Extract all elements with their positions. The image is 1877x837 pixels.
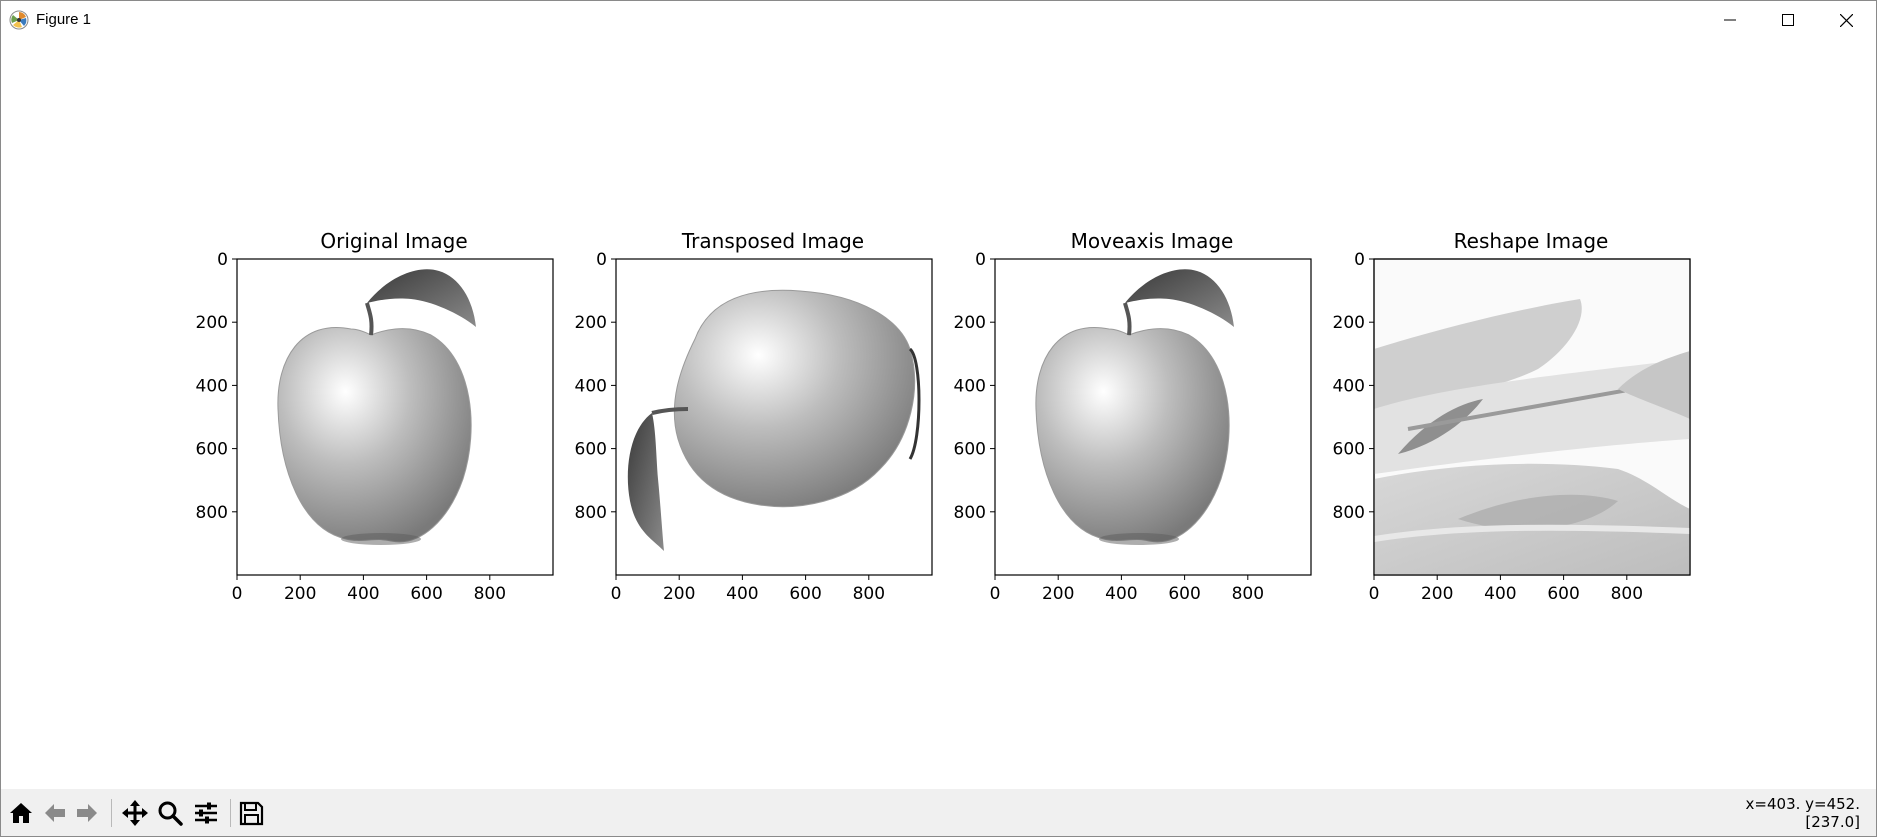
y-tick-label: 600: [1333, 440, 1365, 460]
toolbar-separator: [111, 799, 112, 827]
y-tick-label: 600: [196, 440, 228, 460]
x-tick-label: 200: [663, 584, 695, 604]
x-tick-label: 200: [1421, 584, 1453, 604]
x-tick-label: 400: [347, 584, 379, 604]
y-axis-reshape: 0 200 400 600 800: [1333, 250, 1374, 523]
home-button[interactable]: [5, 797, 37, 829]
y-tick-label: 0: [1354, 250, 1365, 270]
x-axis-transposed: 0 200 400 600 800: [611, 575, 885, 604]
y-tick-label: 0: [596, 250, 607, 270]
configure-subplots-button[interactable]: [190, 797, 222, 829]
x-tick-label: 800: [474, 584, 506, 604]
panel-original: 0 200 400 600 800 0 200 400 600 800: [181, 239, 571, 639]
panel-transposed: 0 200 400 600 800 0 200 400 600 800: [560, 239, 950, 639]
maximize-button[interactable]: [1759, 1, 1817, 39]
navigation-toolbar: x=403. y=452. [237.0]: [1, 789, 1876, 836]
y-tick-label: 0: [975, 250, 986, 270]
y-tick-label: 600: [954, 440, 986, 460]
y-tick-label: 200: [196, 313, 228, 333]
x-tick-label: 800: [1232, 584, 1264, 604]
x-tick-label: 600: [410, 584, 442, 604]
y-tick-label: 400: [1333, 376, 1365, 396]
x-tick-label: 400: [726, 584, 758, 604]
y-tick-label: 200: [575, 313, 607, 333]
y-axis-transposed: 0 200 400 600 800: [575, 250, 616, 523]
x-tick-label: 200: [1042, 584, 1074, 604]
y-tick-label: 800: [954, 503, 986, 523]
y-tick-label: 800: [1333, 503, 1365, 523]
x-tick-label: 0: [990, 584, 1001, 604]
x-tick-label: 0: [1369, 584, 1380, 604]
x-axis-reshape: 0 200 400 600 800: [1369, 575, 1643, 604]
x-tick-label: 400: [1105, 584, 1137, 604]
x-tick-label: 800: [1611, 584, 1643, 604]
y-tick-label: 800: [575, 503, 607, 523]
zoom-icon: [157, 800, 183, 826]
y-tick-label: 0: [217, 250, 228, 270]
cursor-value-text: [237.0]: [1746, 813, 1860, 831]
close-icon: [1840, 14, 1853, 27]
x-tick-label: 0: [611, 584, 622, 604]
y-tick-label: 800: [196, 503, 228, 523]
y-axis-original: 0 200 400 600 800: [196, 250, 237, 523]
x-tick-label: 600: [1547, 584, 1579, 604]
x-tick-label: 600: [1168, 584, 1200, 604]
home-icon: [8, 800, 34, 826]
toolbar-separator: [230, 799, 231, 827]
y-tick-label: 400: [954, 376, 986, 396]
panel-reshape: 0 200 400 600 800 0 200 400 600 800: [1318, 239, 1708, 639]
x-tick-label: 800: [853, 584, 885, 604]
figure-canvas[interactable]: Original Image 0 200 400 600 80: [1, 39, 1876, 789]
x-tick-label: 0: [232, 584, 243, 604]
y-axis-moveaxis: 0 200 400 600 800: [954, 250, 995, 523]
pan-button[interactable]: [119, 797, 151, 829]
matplotlib-logo-icon: [9, 10, 29, 30]
window-title: Figure 1: [36, 11, 91, 28]
forward-icon: [74, 800, 100, 826]
x-axis-moveaxis: 0 200 400 600 800: [990, 575, 1264, 604]
save-icon: [238, 800, 264, 826]
y-tick-label: 400: [575, 376, 607, 396]
save-button[interactable]: [235, 797, 267, 829]
y-tick-label: 400: [196, 376, 228, 396]
y-tick-label: 600: [575, 440, 607, 460]
configure-subplots-icon: [193, 800, 219, 826]
minimize-button[interactable]: [1701, 1, 1759, 39]
x-axis-original: 0 200 400 600 800: [232, 575, 506, 604]
cursor-xy-text: x=403. y=452.: [1746, 795, 1860, 813]
minimize-icon: [1724, 14, 1736, 26]
pan-icon: [121, 799, 149, 827]
x-tick-label: 200: [284, 584, 316, 604]
y-tick-label: 200: [954, 313, 986, 333]
panel-moveaxis: 0 200 400 600 800 0 200 400 600 800: [939, 239, 1329, 639]
close-button[interactable]: [1817, 1, 1875, 39]
x-tick-label: 400: [1484, 584, 1516, 604]
y-tick-label: 200: [1333, 313, 1365, 333]
x-tick-label: 600: [789, 584, 821, 604]
back-button[interactable]: [39, 797, 71, 829]
forward-button[interactable]: [71, 797, 103, 829]
cursor-coordinates-readout: x=403. y=452. [237.0]: [1746, 795, 1860, 831]
zoom-button[interactable]: [154, 797, 186, 829]
title-bar: Figure 1: [1, 1, 1876, 39]
maximize-icon: [1782, 14, 1794, 26]
back-icon: [42, 800, 68, 826]
